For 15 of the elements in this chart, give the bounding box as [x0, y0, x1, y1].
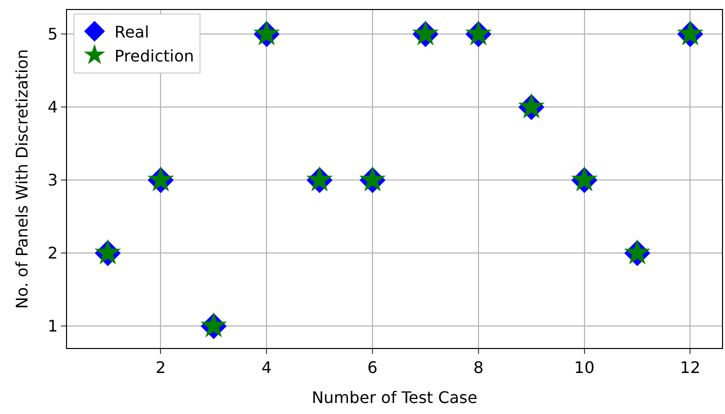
- x-tick-label: 6: [367, 358, 378, 378]
- y-axis-title: No. of Panels With Discretization: [12, 49, 32, 309]
- legend-label: Real: [114, 22, 150, 42]
- x-axis-title: Number of Test Case: [312, 388, 478, 407]
- y-tick-label: 1: [48, 316, 58, 336]
- x-tick-label: 2: [156, 358, 166, 378]
- legend-label: Prediction: [114, 46, 194, 66]
- x-tick-label: 8: [473, 358, 484, 378]
- x-tick-label: 12: [680, 358, 700, 378]
- y-tick-label: 2: [48, 244, 58, 263]
- y-tick-label: 5: [48, 24, 58, 44]
- y-tick-label: 4: [48, 98, 58, 117]
- y-tick-label: 3: [48, 170, 58, 190]
- x-tick-label: 4: [262, 358, 272, 378]
- x-tick-label: 10: [574, 358, 595, 378]
